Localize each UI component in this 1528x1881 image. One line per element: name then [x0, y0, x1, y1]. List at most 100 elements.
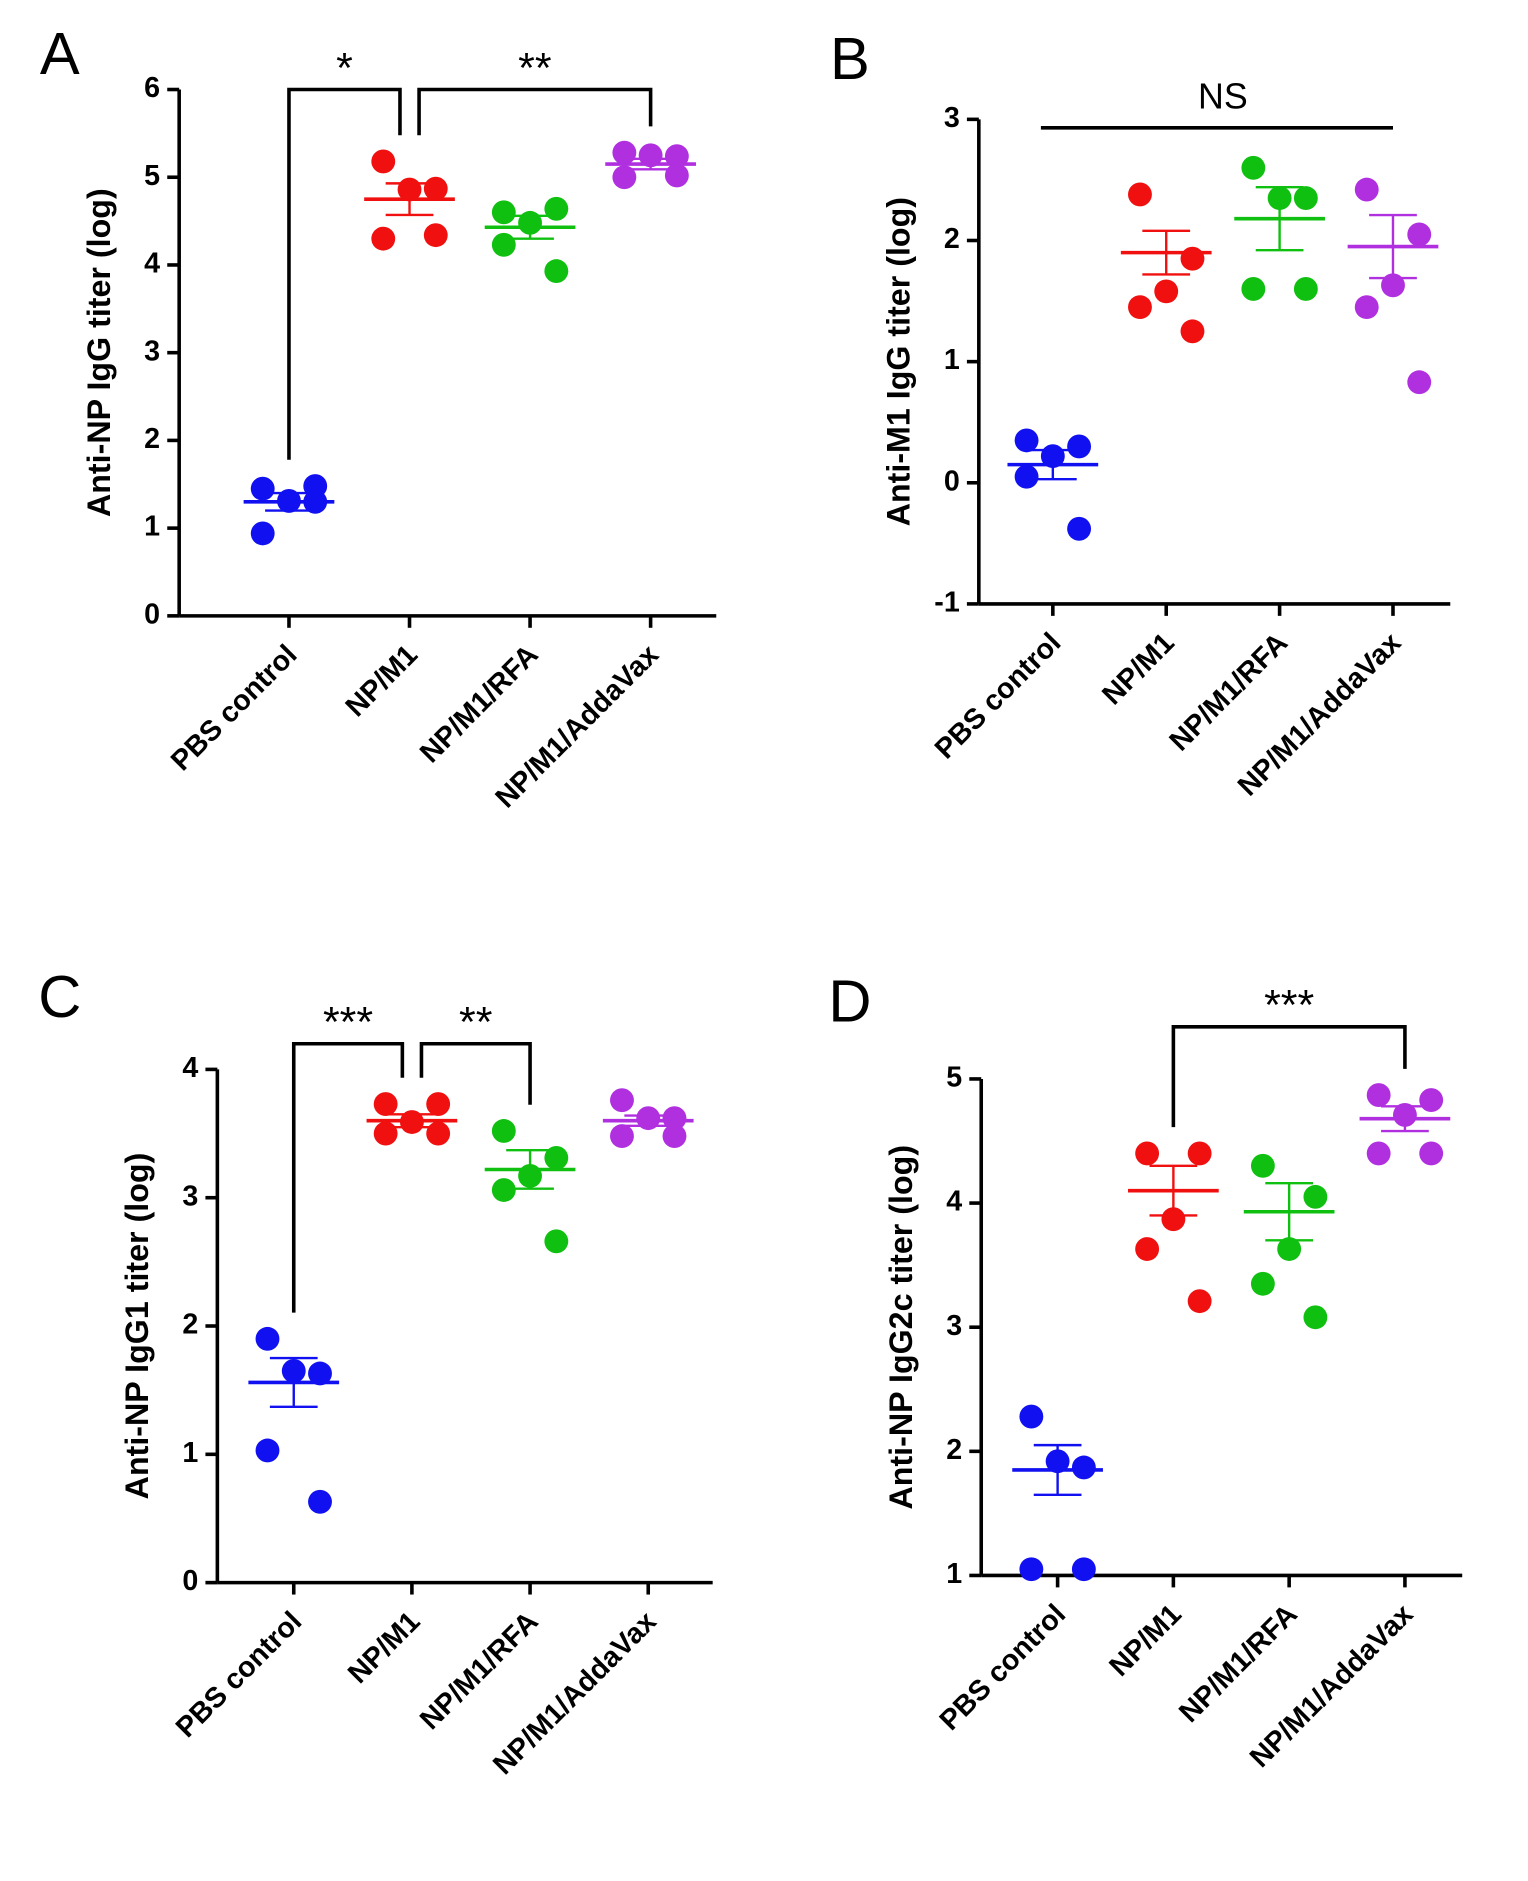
y-tick-label: 4 — [946, 1186, 962, 1218]
y-tick-label: 1 — [946, 1558, 962, 1590]
y-tick-label: 2 — [946, 1434, 962, 1466]
y-tick-label: 0 — [944, 465, 960, 497]
y-tick-label: 4 — [182, 1052, 198, 1084]
y-tick-label: 0 — [182, 1565, 198, 1597]
x-tick-label: PBS control — [165, 639, 303, 777]
data-point — [491, 1178, 516, 1202]
data-point — [308, 1361, 332, 1386]
data-point — [544, 196, 569, 221]
y-tick-label: 5 — [946, 1062, 962, 1094]
data-point — [1419, 1141, 1444, 1166]
data-point — [1407, 370, 1432, 395]
significance-bracket — [1171, 1025, 1407, 1128]
y-axis-label: Anti-M1 IgG titer (log) — [881, 197, 917, 526]
x-tick-label: NP/M1 — [1096, 627, 1181, 712]
data-point — [371, 149, 396, 174]
data-point — [1161, 1207, 1186, 1232]
x-tick-label: NP/M1/RFA — [1173, 1598, 1304, 1729]
panel-label: C — [38, 963, 81, 1030]
y-tick-label: 4 — [144, 248, 160, 280]
panel-label: D — [828, 968, 871, 1035]
y-tick-label: 0 — [144, 598, 160, 630]
data-point — [612, 165, 637, 190]
data-point — [1135, 1237, 1160, 1261]
x-tick-label: PBS control — [934, 1598, 1072, 1736]
data-point — [373, 1121, 398, 1146]
data-point — [610, 1088, 634, 1113]
data-point — [250, 476, 275, 501]
x-tick-label: NP/M1 — [340, 639, 425, 724]
data-point — [426, 1121, 451, 1146]
data-point — [664, 144, 689, 169]
data-point — [1071, 1455, 1096, 1480]
significance-label: ** — [459, 999, 493, 1047]
data-point — [1366, 1141, 1391, 1166]
significance-label: ** — [518, 44, 552, 92]
significance-label: NS — [1198, 77, 1248, 117]
data-point — [544, 1229, 569, 1254]
data-point — [250, 521, 275, 546]
data-point — [544, 1145, 569, 1170]
x-tick-label: NP/M1 — [342, 1605, 427, 1690]
y-tick-label: 5 — [144, 160, 160, 192]
y-tick-label: 1 — [944, 344, 960, 376]
data-point — [1128, 182, 1152, 207]
y-tick-label: 2 — [182, 1309, 198, 1341]
data-point — [491, 1119, 516, 1143]
y-tick-label: 3 — [182, 1180, 198, 1212]
data-point — [1293, 277, 1318, 301]
data-point — [423, 176, 448, 201]
data-point — [1250, 1153, 1275, 1178]
data-point — [423, 223, 448, 248]
data-point — [1419, 1088, 1444, 1112]
data-point — [1067, 434, 1092, 459]
data-point — [1014, 428, 1039, 453]
x-tick-label: NP/M1/RFA — [414, 1606, 545, 1737]
data-point — [373, 1092, 398, 1116]
data-point — [1303, 1184, 1328, 1209]
data-point — [1241, 155, 1266, 180]
data-point — [1277, 1237, 1302, 1261]
data-point — [1366, 1083, 1391, 1108]
data-point — [1241, 277, 1266, 301]
y-tick-label: 1 — [182, 1437, 198, 1469]
panel-label: B — [830, 25, 870, 92]
y-tick-label: 2 — [944, 223, 960, 255]
data-point — [491, 200, 516, 225]
data-point — [1381, 273, 1405, 298]
significance-bracket — [291, 1041, 405, 1313]
data-point — [1071, 1557, 1096, 1582]
y-tick-label: 3 — [946, 1310, 962, 1342]
x-tick-label: PBS control — [929, 627, 1067, 765]
y-tick-label: 3 — [944, 102, 960, 134]
data-point — [255, 1326, 280, 1351]
significance-label: *** — [323, 999, 373, 1047]
data-point — [1180, 319, 1205, 344]
y-axis-label: Anti-NP IgG titer (log) — [81, 188, 117, 517]
data-point — [1303, 1305, 1328, 1330]
data-point — [1067, 516, 1092, 541]
data-point — [610, 1124, 634, 1149]
significance-label: * — [336, 44, 353, 92]
data-point — [1014, 464, 1039, 489]
data-point — [1135, 1141, 1160, 1166]
data-point — [662, 1124, 687, 1149]
data-point — [1250, 1271, 1275, 1296]
panel-label: A — [40, 20, 80, 87]
data-point — [612, 140, 637, 165]
data-point — [371, 226, 396, 251]
x-tick-label: NP/M1/RFA — [414, 639, 545, 770]
y-tick-label: 6 — [144, 72, 160, 104]
data-point — [1019, 1557, 1044, 1582]
data-point — [1180, 246, 1205, 271]
y-tick-label: -1 — [934, 586, 960, 618]
data-point — [664, 163, 689, 188]
data-point — [638, 143, 663, 168]
y-axis-label: Anti-NP IgG2c titer (log) — [883, 1145, 919, 1510]
data-point — [1154, 279, 1179, 304]
data-point — [544, 259, 569, 284]
data-point — [1187, 1141, 1212, 1166]
y-tick-label: 1 — [144, 511, 160, 543]
data-point — [1187, 1289, 1212, 1314]
